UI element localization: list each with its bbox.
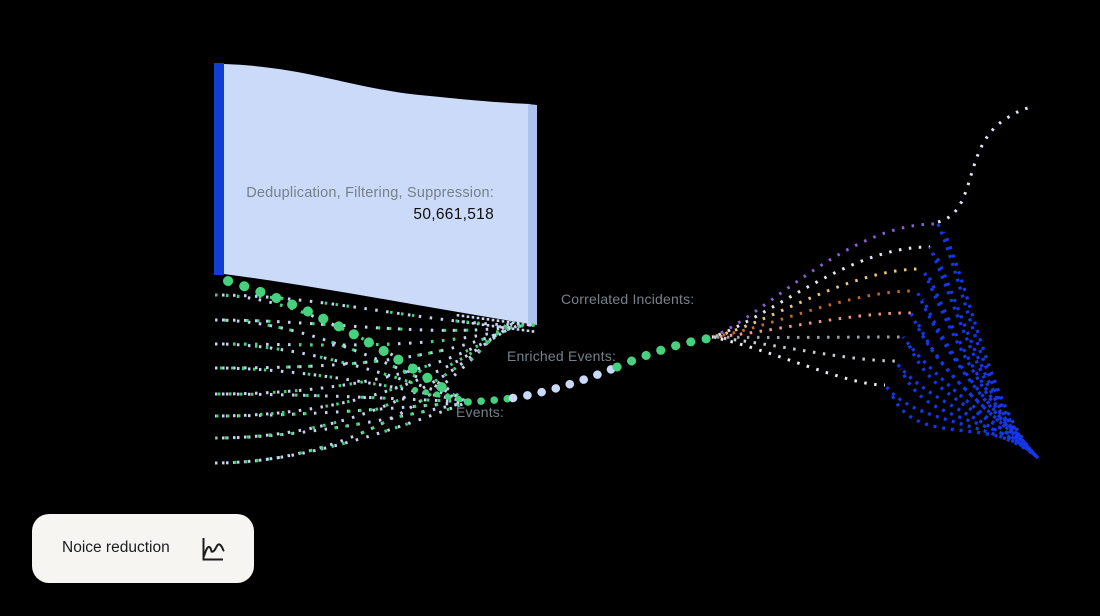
card-title: Noice reduction [62, 539, 170, 557]
stage-label-correlated-incidents: Correlated Incidents: [561, 291, 695, 307]
stage-label-enriched-events: Enriched Events: [507, 348, 617, 364]
line-chart-icon [202, 537, 225, 560]
band-label: Deduplication, Filtering, Suppression: 5… [228, 184, 494, 225]
band-value: 50,661,518 [413, 206, 494, 224]
noise-reduction-card[interactable]: Noice reduction [32, 514, 254, 583]
stage-label-events: Events: [456, 404, 505, 420]
band-label-text: Deduplication, Filtering, Suppression: [246, 185, 494, 201]
